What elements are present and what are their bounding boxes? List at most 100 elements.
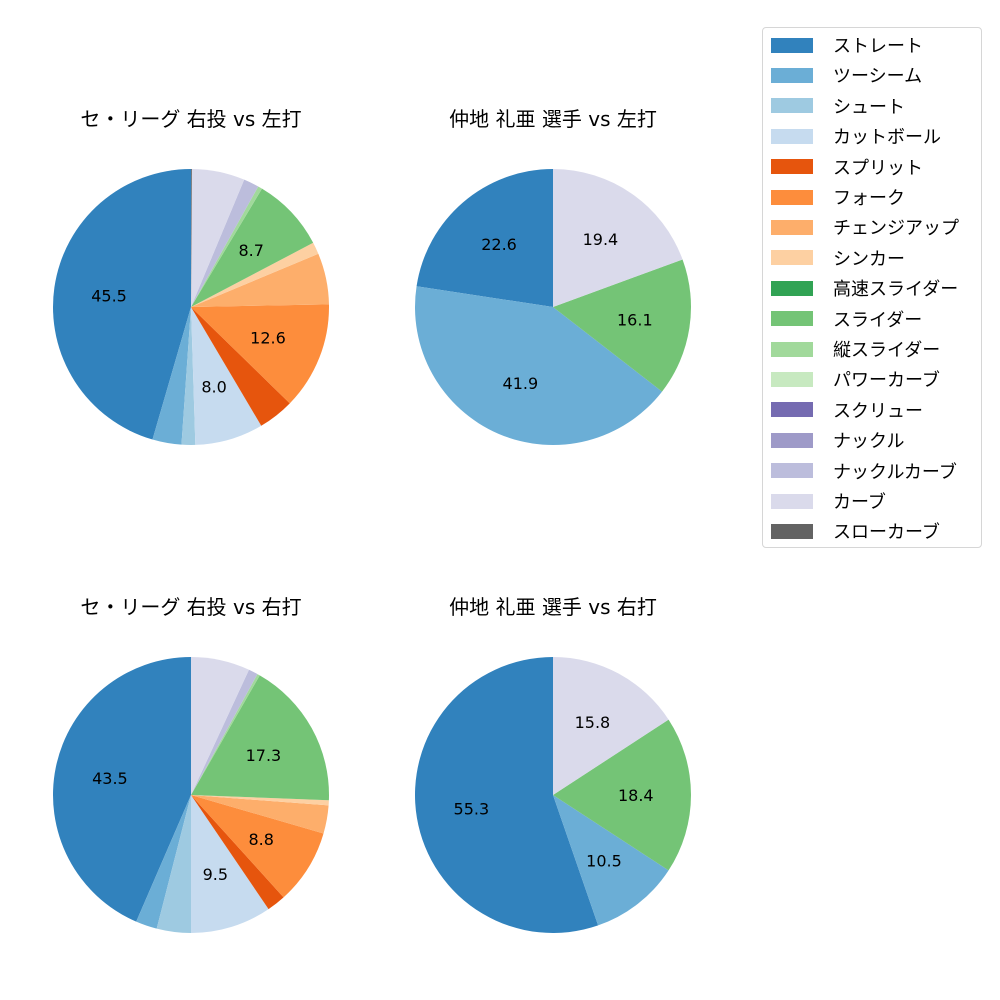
legend-label: カーブ bbox=[833, 492, 886, 513]
legend-label: フォーク bbox=[833, 188, 905, 209]
pie-slice bbox=[553, 719, 691, 871]
legend-label: シンカー bbox=[833, 248, 905, 270]
pie-slice bbox=[181, 307, 196, 445]
pie-slice bbox=[191, 169, 192, 307]
pie-slice-label: 19.4 bbox=[583, 230, 619, 249]
pie-slice-label: 15.8 bbox=[575, 713, 611, 732]
pie-slice-label: 10.5 bbox=[586, 851, 622, 870]
pie-slice bbox=[415, 286, 663, 445]
pie-slice bbox=[191, 307, 290, 426]
legend-swatch bbox=[771, 98, 813, 114]
legend-label: ナックルカーブ bbox=[833, 461, 957, 483]
pie-slice bbox=[191, 179, 259, 307]
pie-slice bbox=[191, 186, 262, 307]
pie-slice bbox=[191, 675, 329, 801]
legend-swatch bbox=[771, 128, 813, 144]
legend-item: ストレート bbox=[771, 34, 923, 57]
pie-slice bbox=[53, 657, 192, 922]
pie-slice bbox=[191, 674, 260, 795]
pie-chart-league-vs-left: 45.5 8.0 12.6 8.7 bbox=[52, 169, 329, 445]
chart-title-pitcher-vs-left: 仲地 礼亜 選手 vs 左打 bbox=[449, 107, 657, 131]
pie-charts-canvas: 45.5 8.0 12.6 8.7 22.6 41.9 16.1 19.4 43.5 9.5 8… bbox=[52, 169, 692, 933]
legend-item: シュート bbox=[771, 95, 905, 118]
legend-swatch bbox=[771, 371, 813, 387]
pie-slice bbox=[191, 242, 319, 307]
pie-slice bbox=[191, 795, 324, 898]
legend-label: パワーカーブ bbox=[833, 370, 940, 392]
pie-slice bbox=[191, 169, 245, 307]
legend-item: スプリット bbox=[771, 156, 923, 179]
pie-slice bbox=[553, 169, 683, 307]
legend-label: チェンジアップ bbox=[833, 218, 959, 240]
pie-slice bbox=[191, 795, 329, 806]
legend-label: 高速スライダー bbox=[833, 279, 959, 301]
legend-item: カーブ bbox=[771, 490, 886, 513]
pie-slice-label: 22.6 bbox=[481, 235, 517, 254]
legend-label: カットボール bbox=[833, 127, 941, 149]
legend-item: スクリュー bbox=[771, 399, 923, 422]
pie-slice-label: 9.5 bbox=[203, 865, 228, 884]
pie-slice bbox=[136, 795, 191, 929]
pie-slice bbox=[191, 795, 284, 910]
legend-label: ストレート bbox=[833, 36, 923, 57]
legend-swatch bbox=[771, 493, 813, 509]
pie-slice bbox=[553, 259, 692, 392]
pie-slice-label: 12.6 bbox=[250, 328, 286, 347]
pie-slice bbox=[156, 795, 191, 933]
pie-slice bbox=[553, 795, 669, 926]
legend-item: 高速スライダー bbox=[771, 277, 959, 301]
legend-swatch bbox=[771, 341, 813, 357]
legend-label: ツーシーム bbox=[833, 66, 923, 88]
legend-swatch bbox=[771, 219, 813, 235]
legend-label: スローカーブ bbox=[833, 522, 940, 544]
pie-chart-pitcher-vs-left: 22.6 41.9 16.1 19.4 bbox=[415, 169, 692, 445]
legend-item: フォーク bbox=[771, 186, 905, 209]
legend-item: パワーカーブ bbox=[771, 368, 940, 392]
legend-swatch bbox=[771, 463, 813, 479]
legend-label: シュート bbox=[833, 96, 905, 118]
pie-slice-label: 8.7 bbox=[238, 241, 263, 260]
pie-slice-label: 45.5 bbox=[91, 286, 127, 305]
legend-swatch bbox=[771, 432, 813, 448]
pie-slice bbox=[191, 795, 329, 834]
legend-label: 縦スライダー bbox=[833, 340, 941, 361]
pie-slice bbox=[52, 169, 192, 440]
legend-item: チェンジアップ bbox=[771, 216, 959, 240]
legend: ストレートツーシームシュートカットボールスプリットフォークチェンジアップ シンカー… bbox=[762, 27, 982, 548]
legend-item: スライダー bbox=[771, 308, 923, 331]
pie-slice bbox=[191, 253, 329, 307]
legend-swatch bbox=[771, 159, 813, 175]
pie-slice-label: 17.3 bbox=[246, 746, 282, 765]
pie-slice bbox=[415, 657, 599, 933]
pie-slice bbox=[191, 304, 329, 404]
legend-label: ナックル bbox=[833, 431, 905, 453]
legend-label: スライダー bbox=[833, 309, 923, 331]
pie-slice-label: 8.8 bbox=[248, 830, 273, 849]
pie-slice-label: 18.4 bbox=[618, 786, 654, 805]
legend-item: カットボール bbox=[771, 125, 941, 149]
chart-title-league-vs-right: セ・リーグ 右投 vs 右打 bbox=[80, 595, 302, 619]
legend-item: シンカー bbox=[771, 247, 905, 270]
chart-title-pitcher-vs-right: 仲地 礼亜 選手 vs 右打 bbox=[449, 595, 657, 619]
legend-item: ツーシーム bbox=[771, 64, 923, 88]
legend-swatch bbox=[771, 189, 813, 205]
pie-slice-label: 55.3 bbox=[454, 800, 490, 819]
pie-slice-label: 41.9 bbox=[503, 374, 539, 393]
pie-slice-label: 8.0 bbox=[201, 378, 226, 397]
pie-chart-league-vs-right: 43.5 9.5 8.8 17.3 bbox=[53, 657, 329, 933]
pie-chart-pitcher-vs-right: 55.3 10.5 18.4 15.8 bbox=[415, 657, 691, 933]
chart-title-league-vs-left: セ・リーグ 右投 vs 左打 bbox=[80, 107, 302, 131]
legend-swatch bbox=[771, 37, 813, 53]
pie-slice bbox=[191, 188, 314, 307]
pie-slice-label: 16.1 bbox=[617, 311, 653, 330]
legend-swatch bbox=[771, 402, 813, 418]
pie-slice bbox=[191, 669, 258, 795]
pie-slice bbox=[416, 169, 553, 307]
pie-slice bbox=[191, 795, 269, 933]
legend-swatch bbox=[771, 523, 813, 539]
legend-swatch bbox=[771, 280, 813, 296]
legend-swatch bbox=[771, 311, 813, 327]
legend-item: ナックルカーブ bbox=[771, 460, 957, 483]
legend-label: スクリュー bbox=[833, 400, 923, 422]
pie-slice bbox=[191, 307, 262, 445]
